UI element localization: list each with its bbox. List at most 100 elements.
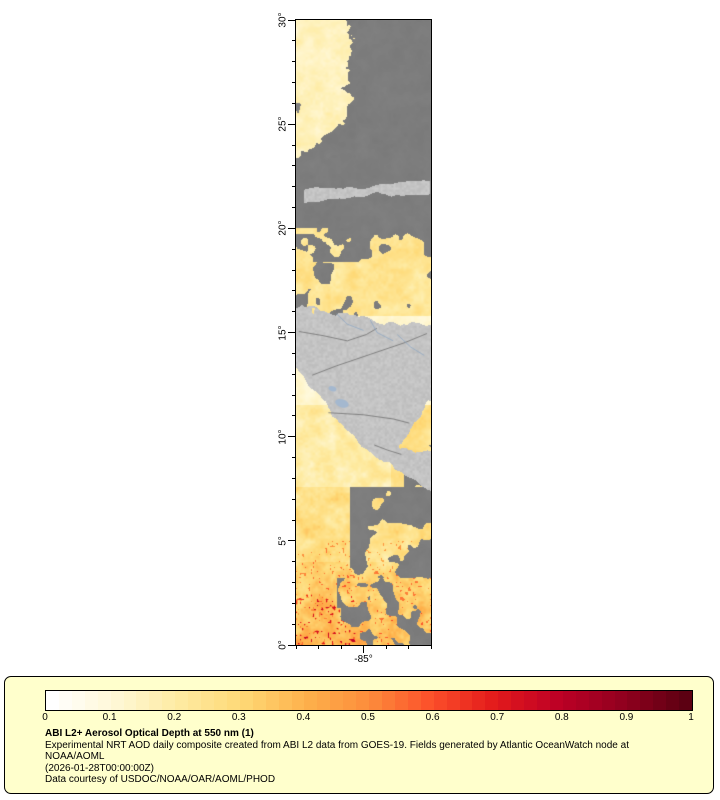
lat-minor-tick <box>292 602 295 604</box>
colorbar-segment <box>239 691 253 710</box>
colorbar-tick-label: 0.7 <box>490 712 505 723</box>
colorbar-tick-label: 0.1 <box>102 712 117 723</box>
colorbar-segment <box>627 691 641 710</box>
legend-box: 0 0.1 0.2 0.3 0.4 0.5 0.6 0.7 0.8 0.9 1 ABI L2+ Ae… <box>4 676 714 794</box>
colorbar-segment <box>252 691 266 710</box>
colorbar-segment <box>511 691 525 710</box>
colorbar-segment <box>265 691 279 710</box>
colorbar-segment <box>498 691 512 710</box>
lat-major-tick <box>288 540 295 542</box>
colorbar-segment <box>71 691 85 710</box>
colorbar-segment <box>291 691 305 710</box>
lon-minor-tick <box>295 646 297 649</box>
lat-minor-tick <box>292 352 295 354</box>
colorbar-segment <box>343 691 357 710</box>
aod-map-canvas <box>296 20 431 645</box>
colorbar-segment <box>653 691 667 710</box>
lat-label-15: 15° <box>277 325 289 341</box>
colorbar-segment <box>278 691 292 710</box>
lat-minor-tick <box>292 61 295 63</box>
lat-label-20: 20° <box>277 220 289 236</box>
colorbar-tick-label: 0.9 <box>619 712 634 723</box>
colorbar-tick-label: 0.8 <box>554 712 569 723</box>
lat-major-tick <box>288 123 295 125</box>
colorbar-segment <box>226 691 240 710</box>
colorbar-segment <box>446 691 460 710</box>
colorbar-segment <box>136 691 150 710</box>
colorbar-tick-label: 0 <box>42 712 48 723</box>
lat-label-30: 30° <box>277 12 289 28</box>
lon-label: -85° <box>354 654 373 665</box>
colorbar-segment <box>433 691 447 710</box>
legend-text: ABI L2+ Aerosol Optical Depth at 550 nm … <box>45 728 697 786</box>
colorbar-segment <box>614 691 628 710</box>
colorbar-segment <box>679 691 693 710</box>
colorbar-segment <box>588 691 602 710</box>
lat-minor-tick <box>292 394 295 396</box>
colorbar-segment <box>459 691 473 710</box>
colorbar-segment <box>149 691 163 710</box>
lat-minor-tick <box>292 561 295 563</box>
colorbar-segment <box>46 691 59 710</box>
lat-minor-tick <box>292 290 295 292</box>
colorbar-segment <box>381 691 395 710</box>
colorbar-segment <box>601 691 615 710</box>
colorbar-segment <box>407 691 421 710</box>
lon-minor-tick <box>430 646 432 649</box>
colorbar-segment <box>575 691 589 710</box>
lon-minor-tick <box>340 646 342 649</box>
lat-minor-tick <box>292 477 295 479</box>
colorbar-segment <box>175 691 189 710</box>
lat-minor-tick <box>292 582 295 583</box>
colorbar-segment <box>110 691 124 710</box>
colorbar-segment <box>317 691 331 710</box>
colorbar-segment <box>562 691 576 710</box>
colorbar-segment <box>524 691 538 710</box>
lat-major-tick <box>288 644 295 646</box>
colorbar-segment <box>640 691 654 710</box>
colorbar-segment <box>549 691 563 710</box>
lat-major-tick <box>288 19 295 21</box>
lat-minor-tick <box>292 248 295 250</box>
lat-label-25: 25° <box>277 116 289 132</box>
colorbar-segment <box>485 691 499 710</box>
colorbar-tick-labels: 0 0.1 0.2 0.3 0.4 0.5 0.6 0.7 0.8 0.9 1 <box>42 712 694 725</box>
colorbar-segment <box>537 691 550 710</box>
colorbar-segment <box>420 691 434 710</box>
lat-minor-tick <box>292 269 295 271</box>
legend-credit: Data courtesy of USDOC/NOAA/OAR/AOML/PHO… <box>45 774 276 785</box>
lon-minor-tick <box>385 646 387 649</box>
colorbar-segment <box>188 691 202 710</box>
colorbar-segment <box>356 691 370 710</box>
lat-label-5: 5° <box>277 536 289 546</box>
colorbar-segment <box>369 691 382 710</box>
lat-minor-tick <box>292 311 295 313</box>
legend-subtitle: Experimental NRT AOD daily composite cre… <box>45 739 629 763</box>
lon-minor-tick <box>408 646 409 649</box>
colorbar-segment <box>84 691 98 710</box>
colorbar-tick-label: 0.6 <box>425 712 440 723</box>
lon-major-tick <box>363 646 364 653</box>
lat-minor-tick <box>292 415 295 417</box>
lat-minor-tick <box>292 207 295 208</box>
lat-major-tick <box>288 227 295 229</box>
colorbar-segment <box>666 691 680 710</box>
colorbar-segment <box>330 691 344 710</box>
colorbar-segment <box>97 691 111 710</box>
lat-minor-tick <box>292 102 295 104</box>
colorbar-segment <box>123 691 137 710</box>
lat-minor-tick <box>292 144 295 146</box>
lat-label-10: 10° <box>277 429 289 445</box>
lat-minor-tick <box>292 457 295 458</box>
colorbar-segment <box>304 691 318 710</box>
lat-minor-tick <box>292 623 295 625</box>
colorbar-segment <box>162 691 176 710</box>
lat-minor-tick <box>292 519 295 521</box>
lat-minor-tick <box>292 165 295 167</box>
legend-title: ABI L2+ Aerosol Optical Depth at 550 nm … <box>45 728 254 739</box>
legend-timestamp: (2026-01-28T00:00:00Z) <box>45 762 154 774</box>
colorbar <box>45 690 693 711</box>
colorbar-tick-label: 0.4 <box>296 712 311 723</box>
colorbar-segment <box>58 691 72 710</box>
lat-label-0: 0° <box>277 640 289 650</box>
